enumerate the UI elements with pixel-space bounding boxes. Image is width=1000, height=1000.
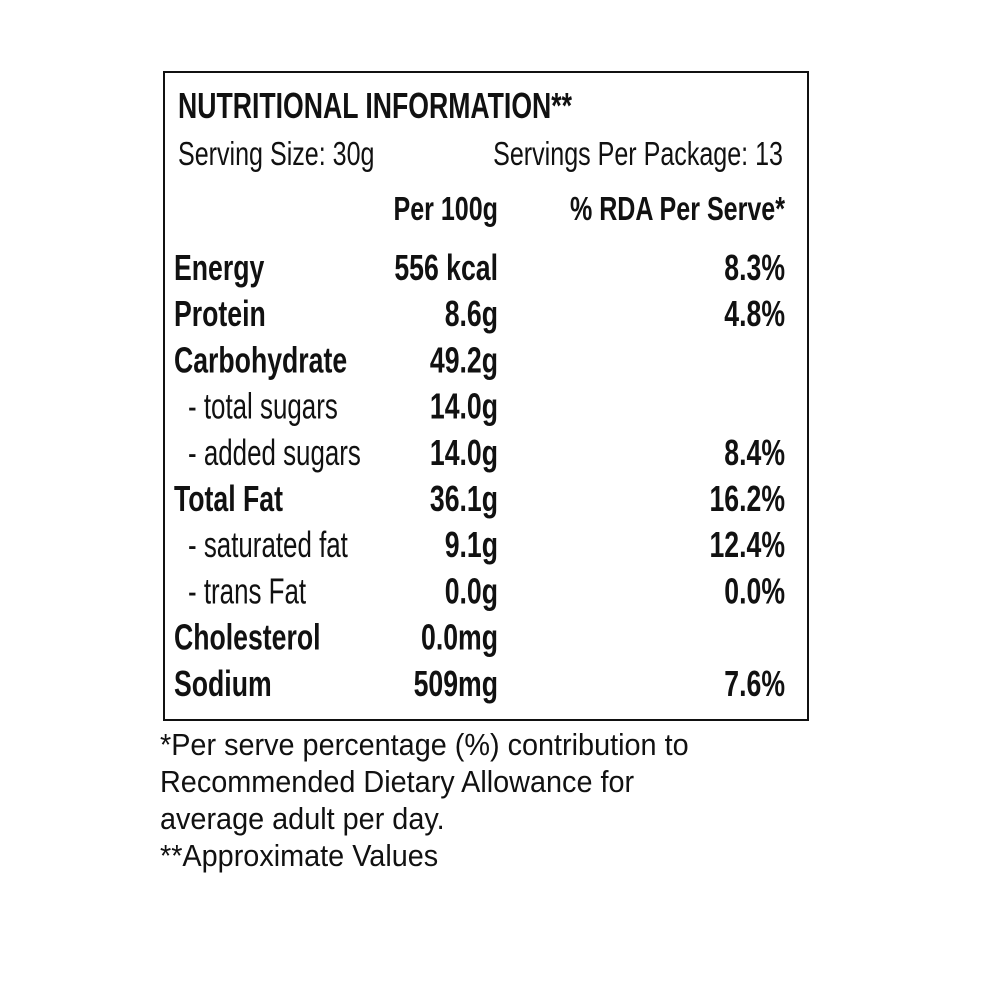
footnote: *Per serve percentage (%) contribution t… xyxy=(160,728,689,762)
row-label: - saturated fat xyxy=(188,525,348,565)
row-label: - added sugars xyxy=(188,433,361,473)
per-100g-value: 14.0g xyxy=(430,432,498,473)
column-header: Per 100g xyxy=(393,191,498,228)
rda-value: 4.8% xyxy=(724,293,785,334)
per-100g-value: 36.1g xyxy=(430,478,498,519)
footnote: Recommended Dietary Allowance for xyxy=(160,765,634,799)
per-100g-value: 49.2g xyxy=(430,339,498,380)
per-100g-value: 509mg xyxy=(414,663,498,704)
footnote: average adult per day. xyxy=(160,802,445,836)
rda-value: 8.4% xyxy=(724,432,785,473)
per-100g-value: 14.0g xyxy=(430,386,498,427)
title: NUTRITIONAL INFORMATION** xyxy=(178,85,573,126)
row-label: Energy xyxy=(174,247,265,288)
per-100g-value: 556 kcal xyxy=(394,247,498,288)
row-label: Cholesterol xyxy=(174,617,320,658)
rda-value: 16.2% xyxy=(709,478,785,519)
per-100g-value: 8.6g xyxy=(445,293,498,334)
per-100g-value: 0.0g xyxy=(445,570,498,611)
footnote: **Approximate Values xyxy=(160,839,438,873)
servings-per-package: Servings Per Package: 13 xyxy=(493,136,783,173)
per-100g-value: 9.1g xyxy=(445,524,498,565)
serving-size: Serving Size: 30g xyxy=(178,136,375,173)
row-label: Sodium xyxy=(174,663,272,704)
rda-value: 7.6% xyxy=(724,663,785,704)
label-border xyxy=(163,71,809,721)
per-100g-value: 0.0mg xyxy=(421,617,498,658)
rda-value: 8.3% xyxy=(724,247,785,288)
row-label: - total sugars xyxy=(188,386,338,426)
row-label: - trans Fat xyxy=(188,571,306,611)
row-label: Total Fat xyxy=(174,478,283,519)
row-label: Protein xyxy=(174,293,266,334)
column-header: % RDA Per Serve* xyxy=(570,191,786,228)
rda-value: 0.0% xyxy=(724,570,785,611)
row-label: Carbohydrate xyxy=(174,339,347,380)
rda-value: 12.4% xyxy=(709,524,785,565)
